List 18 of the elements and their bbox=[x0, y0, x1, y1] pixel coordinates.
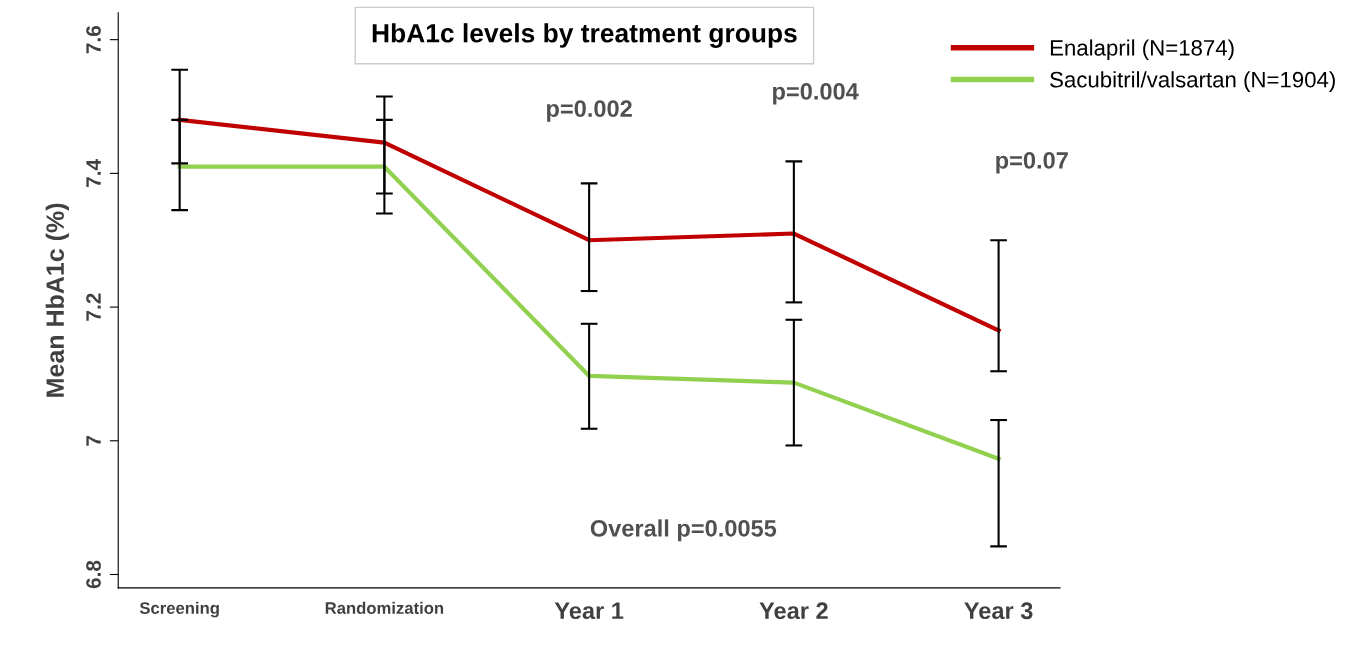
legend-label: Enalapril (N=1874) bbox=[1050, 39, 1234, 61]
x-tick-label: Year 3 bbox=[964, 602, 1033, 620]
chart-title: HbA1c levels by treatment groups bbox=[372, 23, 797, 48]
legend-label: Sacubitril/valsartan (N=1904) bbox=[1050, 71, 1335, 92]
y-tick-label: 7 bbox=[86, 435, 101, 446]
y-tick-label: 7.4 bbox=[86, 159, 101, 187]
annotation: p=0.004 bbox=[773, 83, 859, 105]
annotation: p=0.07 bbox=[996, 152, 1068, 174]
annotation: p=0.002 bbox=[547, 100, 632, 122]
y-axis-title: Mean HbA1c (%) bbox=[45, 203, 69, 397]
y-tick-label: 6.8 bbox=[86, 560, 101, 589]
annotation: Overall p=0.0055 bbox=[590, 519, 777, 542]
x-tick-label: Screening bbox=[139, 601, 219, 618]
y-tick-label: 7.6 bbox=[86, 25, 101, 54]
x-tick-label: Year 1 bbox=[554, 602, 624, 620]
y-tick-label: 7.2 bbox=[86, 293, 101, 321]
x-tick-label: Year 2 bbox=[759, 602, 828, 620]
x-tick-label: Randomization bbox=[325, 601, 444, 614]
